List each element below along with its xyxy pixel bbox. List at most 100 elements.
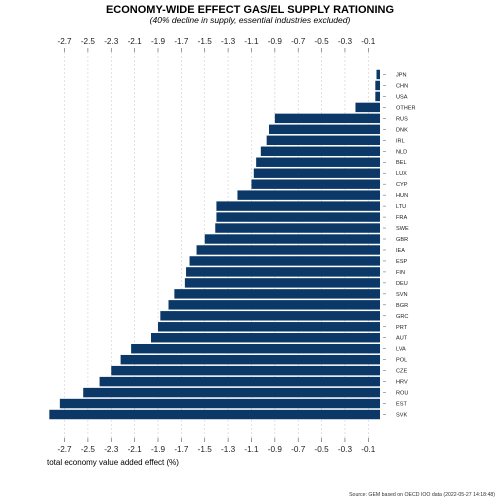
category-label: BGR [396,303,408,309]
category-labels: JPN CHN USA OTHER RUS DNK IRL NLD BEL LUX CYP HUN LT… [383,72,416,419]
bar-est [59,398,380,409]
bar-esp [189,256,380,266]
category-label: LUX [396,171,407,177]
category-label: PRT [396,325,408,331]
x-axis-label: total economy value added effect (%) [47,458,179,467]
bar-hun [237,190,380,200]
bar-cyp [251,179,380,189]
category-label: FIN [396,270,405,276]
x-tick-label: -0.5 [315,445,330,454]
x-tick-label: -2.5 [81,37,96,46]
x-tick-label: -1.5 [198,37,213,46]
chart-subtitle: (40% decline in supply, essential indust… [150,15,351,25]
bar-rou [83,387,380,398]
bar-prt [158,322,380,332]
x-tick-label: -0.1 [361,37,376,46]
x-tick-label: -0.1 [361,445,376,454]
bar-irl [266,135,380,146]
x-tick-label: -1.3 [221,37,236,46]
category-label: SWE [396,226,409,232]
category-label: IRL [396,138,405,144]
x-tick-label: -0.9 [268,37,283,46]
bar-fin [186,267,380,277]
x-tick-label: -1.1 [244,37,259,46]
bar-rus [274,113,380,124]
category-label: GBR [396,237,408,243]
x-tick-label: -1.7 [174,445,189,454]
category-label: GRC [396,314,408,320]
category-label: HUN [396,193,408,199]
bar-bel [256,157,380,167]
bar-chn [375,80,380,91]
category-label: SVN [396,292,408,298]
category-label: ROU [396,391,408,397]
bar-deu [184,278,380,288]
x-tick-label: -1.3 [221,445,236,454]
x-tick-label: -1.9 [151,445,166,454]
x-tick-label: -2.1 [128,445,143,454]
category-label: OTHER [396,105,416,111]
x-axis-top: -2.7 -2.5 -2.3 -2.1 -1.9 -1.7 -1.5 -1.3 -1.1 -0.9… [57,37,376,52]
bar-hrv [99,376,380,387]
bar-iea [196,245,380,255]
category-label: IEA [396,248,405,254]
x-axis-bottom: -2.7 -2.5 -2.3 -2.1 -1.9 -1.7 -1.5 -1.3 -1.1 -0.9… [57,438,376,454]
category-label: JPN [396,72,407,78]
x-tick-label: -0.7 [291,445,306,454]
category-label: CYP [396,182,408,188]
x-tick-label: -2.5 [81,445,96,454]
category-label: LVA [396,347,406,353]
bar-jpn [376,69,380,80]
category-label: LTU [396,204,406,210]
bars [49,69,381,420]
bar-lux [253,168,380,178]
category-label: AUT [396,336,408,342]
category-label: DNK [396,127,408,133]
x-tick-label: -1.1 [244,445,259,454]
category-label: BEL [396,160,407,166]
bar-swe [215,223,380,233]
category-label: NLD [396,149,407,155]
x-tick-label: -0.3 [338,445,353,454]
bar-other [355,102,380,113]
x-tick-label: -2.7 [57,37,72,46]
bar-grc [160,311,380,321]
category-label: RUS [396,116,408,122]
x-tick-label: -2.3 [104,445,119,454]
bar-aut [150,333,380,343]
chart-title: ECONOMY-WIDE EFFECT GAS/EL SUPPLY RATION… [106,4,394,16]
bar-dnk [269,124,380,135]
x-tick-label: -0.5 [315,37,330,46]
x-tick-label: -0.7 [291,37,306,46]
category-label: ESP [396,259,407,265]
bar-pol [120,354,380,365]
category-label: CHN [396,83,408,89]
category-label: FRA [396,215,407,221]
bar-cze [111,365,381,376]
category-label: CZE [396,369,407,375]
category-label: DEU [396,281,408,287]
bar-svk [49,409,380,420]
bar-gbr [204,234,380,244]
x-tick-label: -2.1 [128,37,143,46]
bar-fra [216,212,380,222]
x-tick-label: -0.9 [268,445,283,454]
bar-bgr [168,300,380,310]
bar-svn [174,289,380,299]
x-tick-label: -2.7 [57,445,72,454]
category-label: USA [396,94,408,100]
category-label: HRV [396,380,408,386]
bar-ltu [216,201,380,211]
x-tick-label: -2.3 [104,37,119,46]
source-caption: Source: GEM based on OECD IOO data (2022… [349,492,495,498]
x-tick-label: -1.5 [198,445,213,454]
bar-nld [260,146,380,156]
category-label: EST [396,402,407,408]
x-tick-label: -0.3 [338,37,353,46]
x-tick-label: -1.7 [174,37,189,46]
bar-lva [131,343,380,354]
category-label: POL [396,358,407,364]
bar-usa [375,91,380,102]
category-label: SVK [396,413,407,419]
